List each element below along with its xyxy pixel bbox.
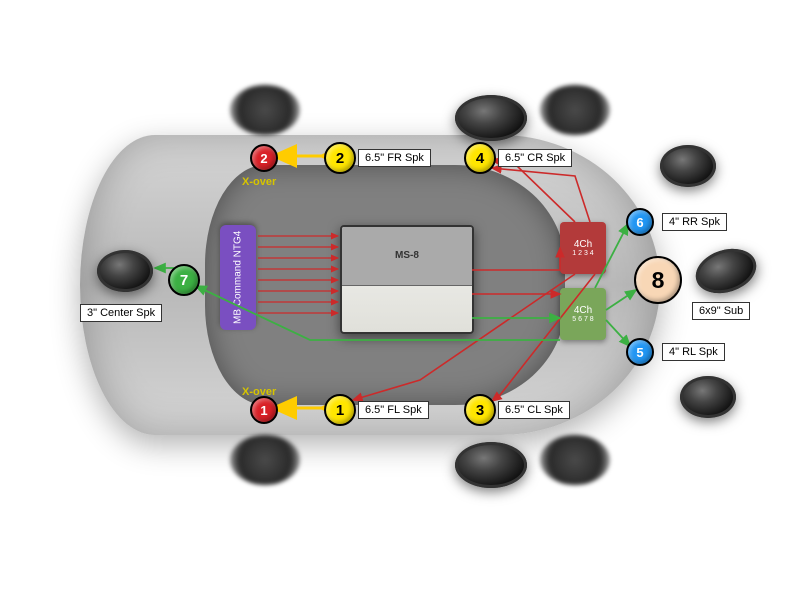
headunit-label: MB Command NTG4 (233, 231, 244, 324)
wheel-shadow (540, 435, 610, 485)
lb-sub: 6x9" Sub (692, 302, 750, 320)
amp-1-title: 4Ch (574, 239, 592, 250)
lb-ctr: 3" Center Spk (80, 304, 162, 322)
lb-rr: 4" RR Spk (662, 213, 727, 231)
lb-cr: 6.5" CR Spk (498, 149, 572, 167)
wheel-shadow (230, 85, 300, 135)
lb-fl: 6.5" FL Spk (358, 401, 429, 419)
lb-fr: 6.5" FR Spk (358, 149, 431, 167)
dsp-box: MS-8 (340, 225, 474, 334)
wheel-shadow (230, 435, 300, 485)
spk-cr-ext (660, 145, 716, 187)
dsp-label: MS-8 (342, 227, 472, 286)
b-yel1: 1 (324, 394, 356, 426)
b-red1: 1 (250, 396, 278, 424)
amp-2-sub: 5 6 7 8 (572, 316, 593, 323)
b-yel3: 3 (464, 394, 496, 426)
spk-cl-ext (455, 442, 527, 488)
b-blue5: 5 (626, 338, 654, 366)
b-yel4: 4 (464, 142, 496, 174)
b-peach8: 8 (634, 256, 682, 304)
diagram-stage: MB Command NTG4 MS-8 4Ch 1 2 3 4 4Ch 5 6… (0, 0, 800, 600)
headunit-box: MB Command NTG4 (220, 225, 256, 330)
xover-top: X-over (242, 176, 276, 188)
spk-fr-ext (455, 95, 527, 141)
wheel-shadow (540, 85, 610, 135)
xover-bot: X-over (242, 386, 276, 398)
amp-5678-box: 4Ch 5 6 7 8 (560, 288, 606, 340)
amp-1-sub: 1 2 3 4 (572, 250, 593, 257)
amp-2-title: 4Ch (574, 305, 592, 316)
lb-rl: 4" RL Spk (662, 343, 725, 361)
amp-1234-box: 4Ch 1 2 3 4 (560, 222, 606, 274)
spk-rl-ext (680, 376, 736, 418)
b-yel2: 2 (324, 142, 356, 174)
spk-rr-ext (690, 241, 762, 300)
b-green7: 7 (168, 264, 200, 296)
lb-cl: 6.5" CL Spk (498, 401, 570, 419)
spk-ctr-ext (97, 250, 153, 292)
b-red2: 2 (250, 144, 278, 172)
b-blue6: 6 (626, 208, 654, 236)
